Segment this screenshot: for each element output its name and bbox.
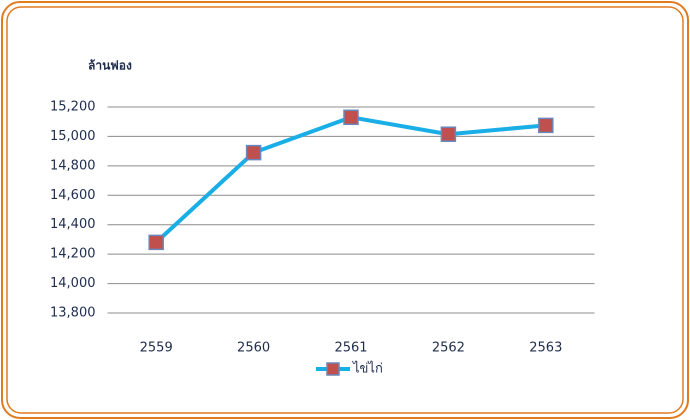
- y-tick-label: 15,200: [50, 100, 96, 115]
- y-tick-label: 14,400: [50, 217, 96, 232]
- x-tick-label: 2560: [237, 341, 270, 356]
- frame-inner: [6, 6, 684, 414]
- marker: [538, 117, 554, 134]
- marker: [343, 109, 359, 126]
- marker: [148, 234, 164, 251]
- legend-marker: [326, 362, 340, 376]
- y-tick-label: 14,000: [50, 276, 96, 291]
- y-axis-label: ล้านฟอง: [88, 59, 132, 73]
- legend-label: ไข่ไก่: [352, 361, 383, 377]
- x-tick-label: 2562: [432, 341, 465, 356]
- y-tick-label: 14,800: [50, 158, 96, 173]
- x-tick-label: 2559: [140, 341, 173, 356]
- y-tick-label: 14,600: [50, 188, 96, 203]
- marker: [245, 144, 262, 161]
- marker: [440, 126, 457, 142]
- x-tick-label: 2561: [334, 341, 367, 356]
- y-tick-label: 15,000: [50, 129, 96, 144]
- y-tick-label: 13,800: [50, 306, 96, 321]
- x-tick-label: 2563: [529, 341, 562, 356]
- y-tick-label: 14,200: [50, 247, 96, 262]
